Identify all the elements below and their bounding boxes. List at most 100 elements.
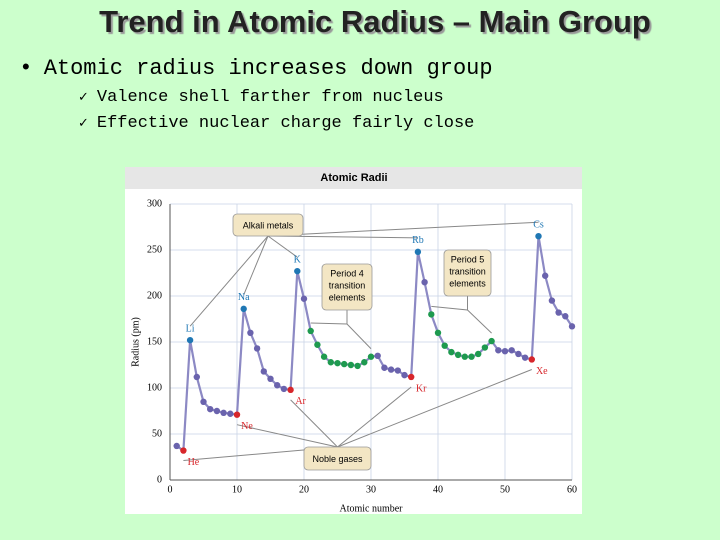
y-tick-label: 100 [147, 382, 162, 393]
point-label: He [188, 457, 200, 468]
data-point [468, 353, 475, 360]
data-point [327, 359, 334, 366]
data-point [334, 359, 341, 367]
point-label: Xe [536, 366, 548, 377]
data-point [274, 382, 281, 389]
data-point [568, 323, 576, 330]
callout-box [321, 263, 373, 311]
data-point [515, 350, 522, 358]
point-label: Na [238, 292, 250, 303]
point-label: K [294, 254, 302, 265]
callout-text: elements [449, 278, 486, 288]
data-point [401, 371, 408, 379]
point-label: Kr [416, 383, 427, 394]
point-label: Cs [533, 219, 544, 230]
data-point [247, 329, 254, 336]
data-point [367, 353, 375, 360]
callout-text: elements [329, 292, 366, 302]
bullet: • Atomic radius increases down group [22, 54, 493, 81]
data-point [287, 386, 294, 394]
sub-bullet: ✓ Effective nuclear charge fairly close [78, 114, 475, 133]
data-point [213, 407, 221, 415]
y-tick-label: 150 [147, 336, 162, 347]
data-point [374, 352, 381, 359]
data-point [320, 353, 328, 360]
data-point [528, 356, 535, 363]
y-tick-label: 250 [147, 244, 162, 255]
data-point [260, 368, 267, 375]
callout-box [303, 446, 372, 471]
x-tick-label: 10 [232, 484, 242, 495]
data-point [220, 409, 227, 417]
point-label: Ne [241, 421, 253, 432]
callout-leader [337, 369, 532, 448]
chart-title: Atomic Radii [320, 172, 387, 184]
x-tick-label: 30 [366, 484, 376, 495]
data-point [240, 305, 247, 313]
callout-bracket [431, 296, 492, 334]
callout-bracket [310, 310, 372, 350]
data-point [521, 354, 529, 361]
callout-leader [189, 235, 269, 327]
data-point [354, 362, 361, 370]
data-point [448, 348, 455, 356]
x-tick-label: 20 [299, 484, 309, 495]
data-point [454, 351, 462, 359]
data-point [186, 336, 194, 344]
data-point [233, 411, 241, 418]
sub-bullet-text: Valence shell farther from nucleus [96, 88, 444, 107]
slide-title: Trend in Atomic Radius – Main Group [99, 4, 651, 39]
data-point [562, 313, 569, 320]
x-tick-label: 0 [168, 484, 173, 495]
callout-text: transition [329, 280, 366, 290]
y-axis-label: Radius (pm) [130, 317, 141, 367]
point-label: Rb [412, 235, 424, 246]
y-tick-label: 300 [147, 198, 162, 209]
point-label: Ar [295, 396, 306, 407]
callout-box [232, 213, 304, 237]
data-point [495, 347, 502, 354]
callout-leader [290, 399, 338, 448]
data-point [193, 373, 200, 381]
callout-leader [243, 235, 269, 296]
data-point [227, 410, 234, 417]
data-point [253, 345, 261, 352]
data-point [300, 295, 308, 302]
data-point [508, 347, 515, 354]
point-label: Li [186, 323, 195, 334]
data-point [461, 353, 468, 360]
data-point [341, 360, 348, 368]
data-point [267, 375, 274, 382]
data-point [542, 272, 549, 279]
callout-leader [267, 221, 539, 237]
x-tick-label: 60 [567, 484, 577, 495]
data-point [408, 373, 415, 381]
y-tick-label: 50 [152, 428, 162, 439]
data-point [207, 405, 214, 413]
callout-leader [337, 386, 412, 448]
x-axis-label: Atomic number [339, 503, 403, 514]
data-point [361, 359, 368, 366]
data-point [428, 311, 435, 318]
data-point [280, 385, 288, 393]
data-point [414, 248, 422, 256]
y-tick-label: 0 [157, 474, 162, 485]
y-tick-label: 200 [147, 290, 162, 301]
data-point [180, 447, 187, 454]
bullet-text: Atomic radius increases down group [43, 56, 493, 81]
callout-text: Noble gases [312, 454, 363, 464]
data-point [200, 398, 207, 405]
data-point [475, 350, 482, 358]
data-point [481, 344, 489, 351]
data-point [441, 342, 448, 349]
data-point [548, 297, 556, 304]
data-point [294, 267, 301, 275]
data-point [394, 367, 401, 374]
data-point [387, 366, 395, 373]
data-point [535, 233, 542, 240]
data-point [314, 341, 321, 348]
callout-text: transition [449, 266, 486, 276]
callout-leader [236, 424, 338, 448]
